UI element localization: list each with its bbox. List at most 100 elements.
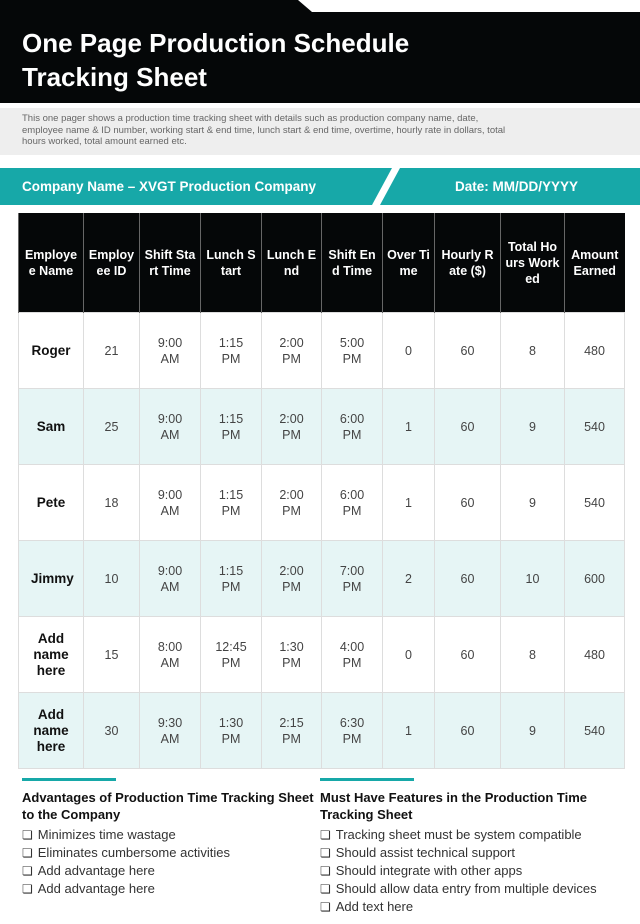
header: One Page Production Schedule Tracking Sh… <box>0 0 640 103</box>
table-cell: 0 <box>382 312 435 389</box>
table-cell: 2:00 PM <box>261 312 322 389</box>
table-cell: 9 <box>500 464 565 541</box>
description: This one pager shows a production time t… <box>22 113 506 147</box>
list-item: Add advantage here <box>22 880 322 898</box>
table-cell: Roger <box>18 312 84 389</box>
table-row: Jimmy 10 9:00 AM 1:15 PM 2:00 PM 7:00 PM 2 60 10… <box>18 540 625 617</box>
table-cell: 9:00 AM <box>139 464 201 541</box>
table-cell: 9:00 AM <box>139 540 201 617</box>
table-cell: 1:15 PM <box>200 464 262 541</box>
list-item: Should assist technical support <box>320 844 620 862</box>
section-rule <box>22 778 116 781</box>
section-rule <box>320 778 414 781</box>
table-cell: 8 <box>500 616 565 693</box>
header-notch-slant <box>298 0 312 12</box>
column-header: Shift End Time <box>321 213 383 313</box>
table-cell: 60 <box>434 540 501 617</box>
column-header: Employee Name <box>18 213 84 313</box>
banner-right-slant <box>380 168 400 205</box>
table-cell: 2:15 PM <box>261 692 322 769</box>
table-cell: 1:15 PM <box>200 388 262 465</box>
section-list: Minimizes time wastageEliminates cumbers… <box>22 826 322 898</box>
table-cell: 9:30 AM <box>139 692 201 769</box>
list-item: Add text here <box>320 898 620 916</box>
table-cell: 12:45 PM <box>200 616 262 693</box>
table-row: Roger 21 9:00 AM 1:15 PM 2:00 PM 5:00 PM 0 60 8 4… <box>18 312 625 389</box>
table-row: Add name here 15 8:00 AM 12:45 PM 1:30 PM 4:0… <box>18 616 625 693</box>
section: Must Have Features in the Production Tim… <box>320 778 620 916</box>
column-header: Lunch Start <box>200 213 262 313</box>
table-cell: 6:00 PM <box>321 388 383 465</box>
table-cell: 7:00 PM <box>321 540 383 617</box>
table-cell: 60 <box>434 692 501 769</box>
description-band: This one pager shows a production time t… <box>0 108 640 155</box>
list-item: Tracking sheet must be system compatible <box>320 826 620 844</box>
table-cell: Add name here <box>18 616 84 693</box>
list-item: Should allow data entry from multiple de… <box>320 880 620 898</box>
table-cell: 25 <box>83 388 140 465</box>
table-cell: 2:00 PM <box>261 540 322 617</box>
table-cell: 2 <box>382 540 435 617</box>
table-cell: 5:00 PM <box>321 312 383 389</box>
column-header: Hourly Rate ($) <box>434 213 501 313</box>
table-row: Add name here 30 9:30 AM 1:30 PM 2:15 PM 6:30… <box>18 692 625 769</box>
table-cell: 540 <box>564 464 625 541</box>
table-cell: 4:00 PM <box>321 616 383 693</box>
title: One Page Production Schedule Tracking Sh… <box>22 28 410 92</box>
table-cell: 1 <box>382 692 435 769</box>
list-item: Eliminates cumbersome activities <box>22 844 322 862</box>
table-cell: 60 <box>434 312 501 389</box>
date: Date: MM/DD/YYYY <box>455 179 579 194</box>
table-cell: 21 <box>83 312 140 389</box>
column-header: Over Time <box>382 213 435 313</box>
table-cell: Sam <box>18 388 84 465</box>
table-cell: 480 <box>564 312 625 389</box>
table-cell: 1:15 PM <box>200 540 262 617</box>
banner-right <box>400 168 640 205</box>
column-header: Lunch End <box>261 213 322 313</box>
table-cell: 480 <box>564 616 625 693</box>
section-title: Must Have Features in the Production Tim… <box>320 790 588 822</box>
table-cell: 600 <box>564 540 625 617</box>
column-header: Amount Earned <box>564 213 625 313</box>
table-cell: 60 <box>434 388 501 465</box>
table-cell: 8 <box>500 312 565 389</box>
table-cell: 1:30 PM <box>200 692 262 769</box>
table-row: Pete 18 9:00 AM 1:15 PM 2:00 PM 6:00 PM 1 60 9 54… <box>18 464 625 541</box>
table-cell: Add name here <box>18 692 84 769</box>
table-cell: 0 <box>382 616 435 693</box>
company-name: Company Name – XVGT Production Company <box>22 179 317 194</box>
table-cell: 1 <box>382 388 435 465</box>
table-cell: 8:00 AM <box>139 616 201 693</box>
header-row: Employee Name Employee ID Shift Start Time… <box>18 213 625 313</box>
column-header: Employee ID <box>83 213 140 313</box>
table-cell: 2:00 PM <box>261 464 322 541</box>
table-cell: 9 <box>500 388 565 465</box>
table-cell: 60 <box>434 464 501 541</box>
column-header: Total Hours Worked <box>500 213 565 313</box>
table-row: Sam 25 9:00 AM 1:15 PM 2:00 PM 6:00 PM 1 60 9 540 <box>18 388 625 465</box>
schedule-table: Employee Name Employee ID Shift Start Time… <box>18 213 625 769</box>
list-item: Should integrate with other apps <box>320 862 620 880</box>
table-cell: 60 <box>434 616 501 693</box>
table-cell: 9:00 AM <box>139 388 201 465</box>
column-header: Shift Start Time <box>139 213 201 313</box>
table-cell: 18 <box>83 464 140 541</box>
header-notch <box>312 0 640 12</box>
table-cell: 1:30 PM <box>261 616 322 693</box>
banner-left <box>0 168 372 205</box>
table-cell: 2:00 PM <box>261 388 322 465</box>
section-list: Tracking sheet must be system compatible… <box>320 826 620 916</box>
table-cell: 10 <box>500 540 565 617</box>
table-cell: Jimmy <box>18 540 84 617</box>
list-item: Add advantage here <box>22 862 322 880</box>
table-cell: 30 <box>83 692 140 769</box>
table-cell: 540 <box>564 388 625 465</box>
table-cell: Pete <box>18 464 84 541</box>
table-cell: 9 <box>500 692 565 769</box>
table-cell: 10 <box>83 540 140 617</box>
list-item: Minimizes time wastage <box>22 826 322 844</box>
table-cell: 6:30 PM <box>321 692 383 769</box>
table-cell: 15 <box>83 616 140 693</box>
